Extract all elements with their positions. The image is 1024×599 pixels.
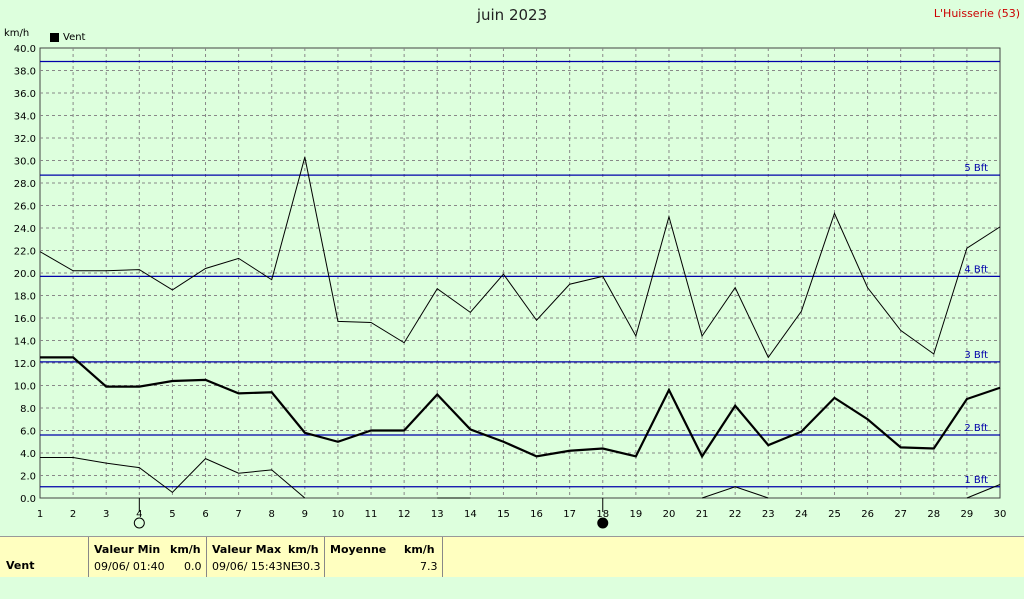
series-line-min xyxy=(40,457,306,499)
x-tick-label: 16 xyxy=(530,509,543,520)
x-tick-label: 26 xyxy=(861,509,874,520)
y-tick-label: 6.0 xyxy=(20,427,36,438)
y-tick-label: 34.0 xyxy=(14,112,36,123)
y-axis-unit: km/h xyxy=(4,28,30,39)
x-tick-label: 3 xyxy=(103,509,109,520)
y-tick-label: 30.0 xyxy=(14,157,36,168)
x-tick-label: 17 xyxy=(563,509,576,520)
legend-label: Vent xyxy=(63,32,86,43)
x-tick-label: 19 xyxy=(629,509,642,520)
x-tick-label: 10 xyxy=(332,509,345,520)
series-lines xyxy=(39,156,1001,499)
x-tick-label: 28 xyxy=(927,509,940,520)
x-tick-label: 4 xyxy=(136,509,142,520)
x-tick-label: 12 xyxy=(398,509,411,520)
min-time: 09/06/ 01:40 xyxy=(94,560,165,573)
beaufort-label: 4 Bft xyxy=(964,264,988,275)
avg-unit: km/h xyxy=(404,543,435,556)
moon-new-icon xyxy=(597,517,609,529)
x-tick-label: 5 xyxy=(169,509,175,520)
beaufort-label: 1 Bft xyxy=(964,475,988,486)
max-value: 30.3 xyxy=(296,560,321,573)
x-tick-label: 21 xyxy=(696,509,709,520)
y-tick-label: 16.0 xyxy=(14,314,36,325)
x-tick-label: 9 xyxy=(302,509,308,520)
divider xyxy=(206,537,207,577)
max-time: 09/06/ 15:43NE xyxy=(212,560,298,573)
divider xyxy=(442,537,443,577)
y-tick-label: 10.0 xyxy=(14,382,36,393)
min-value: 0.0 xyxy=(184,560,202,573)
x-tick-label: 23 xyxy=(762,509,775,520)
x-tick-label: 2 xyxy=(70,509,76,520)
y-tick-label: 8.0 xyxy=(20,404,36,415)
y-axis-ticks: 0.0 2.0 4.0 6.0 8.0 10.0 12.0 14.0 16.0 18.0 20.0 2… xyxy=(14,44,36,505)
x-tick-label: 6 xyxy=(202,509,208,520)
y-tick-label: 0.0 xyxy=(20,494,36,505)
x-tick-label: 11 xyxy=(365,509,378,520)
series-line-moyenne xyxy=(40,356,1001,459)
x-tick-label: 24 xyxy=(795,509,808,520)
x-axis-ticks: 1 2 3 4 5 6 7 8 9 10 11 12 13 14 15 16 17 18 19 20 21 22 23 24 2… xyxy=(37,509,1007,520)
chart-title: juin 2023 xyxy=(476,6,548,24)
x-tick-label: 1 xyxy=(37,509,43,520)
x-tick-label: 27 xyxy=(894,509,907,520)
x-tick-label: 8 xyxy=(269,509,275,520)
avg-value: 7.3 xyxy=(420,560,438,573)
beaufort-label: 2 Bft xyxy=(964,423,988,434)
x-tick-label: 7 xyxy=(235,509,241,520)
beaufort-label: 5 Bft xyxy=(964,163,988,174)
divider xyxy=(324,537,325,577)
min-header: Valeur Min xyxy=(94,543,161,556)
beaufort-lines: 1 Bft 2 Bft 3 Bft 4 Bft 5 Bft xyxy=(40,60,1000,488)
x-tick-label: 13 xyxy=(431,509,444,520)
station-name: L'Huisserie (53) xyxy=(933,7,1020,20)
series-line-min xyxy=(701,486,769,499)
legend-swatch xyxy=(50,33,59,42)
summary-row-label: Vent xyxy=(6,559,35,572)
beaufort-label: 3 Bft xyxy=(964,350,988,361)
divider xyxy=(88,537,89,577)
wind-chart: 1 Bft 2 Bft 3 Bft 4 Bft 5 Bft 0.0 2.0 4.0 6.0 8.… xyxy=(14,44,1007,529)
y-tick-label: 32.0 xyxy=(14,134,36,145)
x-tick-label: 22 xyxy=(729,509,742,520)
y-tick-label: 24.0 xyxy=(14,224,36,235)
grid xyxy=(40,48,1000,498)
y-tick-label: 2.0 xyxy=(20,472,36,483)
x-tick-label: 29 xyxy=(961,509,974,520)
y-tick-label: 38.0 xyxy=(14,67,36,78)
series-line-max xyxy=(39,156,1001,359)
moon-full-icon xyxy=(133,517,145,529)
y-tick-label: 4.0 xyxy=(20,449,36,460)
avg-header: Moyenne xyxy=(330,543,387,556)
x-tick-label: 20 xyxy=(663,509,676,520)
y-tick-label: 36.0 xyxy=(14,89,36,100)
y-tick-label: 22.0 xyxy=(14,247,36,258)
x-tick-label: 30 xyxy=(994,509,1007,520)
y-tick-label: 28.0 xyxy=(14,179,36,190)
max-header: Valeur Max xyxy=(212,543,282,556)
moon-markers xyxy=(133,498,609,529)
x-tick-label: 18 xyxy=(596,509,609,520)
max-unit: km/h xyxy=(288,543,319,556)
y-tick-label: 12.0 xyxy=(14,359,36,370)
y-tick-label: 40.0 xyxy=(14,44,36,55)
min-unit: km/h xyxy=(170,543,201,556)
summary-panel: Vent Valeur Min km/h 09/06/ 01:40 0.0 Va… xyxy=(0,536,1024,577)
y-tick-label: 20.0 xyxy=(14,269,36,280)
x-tick-label: 25 xyxy=(828,509,841,520)
y-tick-label: 18.0 xyxy=(14,292,36,303)
x-tick-label: 15 xyxy=(497,509,510,520)
y-tick-label: 14.0 xyxy=(14,337,36,348)
y-tick-label: 26.0 xyxy=(14,202,36,213)
x-tick-label: 14 xyxy=(464,509,477,520)
series-line-min xyxy=(966,484,1001,499)
legend: Vent xyxy=(50,32,85,43)
